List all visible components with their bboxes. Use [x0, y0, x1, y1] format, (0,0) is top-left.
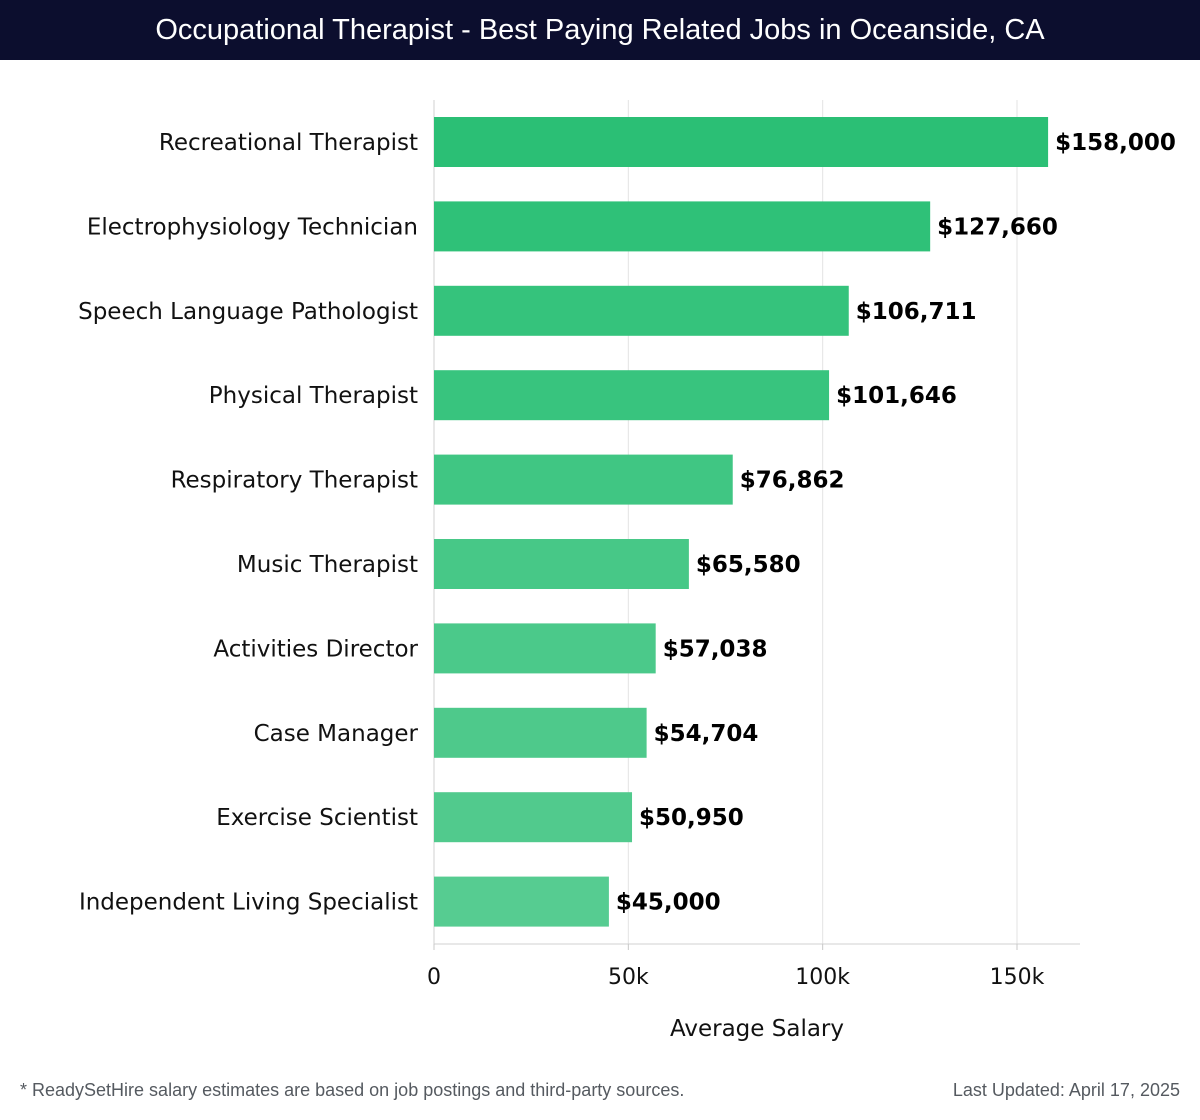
x-tick-label: 50k	[608, 965, 649, 990]
category-label: Music Therapist	[237, 552, 418, 578]
chart-title-bar: Occupational Therapist - Best Paying Rel…	[0, 0, 1200, 60]
value-label: $127,660	[937, 214, 1058, 240]
bar	[434, 454, 733, 505]
value-label: $101,646	[836, 383, 957, 409]
category-label: Speech Language Pathologist	[78, 299, 418, 325]
value-label: $158,000	[1055, 130, 1176, 156]
bar	[434, 623, 656, 674]
x-tick-label: 0	[427, 965, 441, 990]
value-label: $76,862	[740, 468, 845, 494]
category-label: Activities Director	[213, 636, 418, 662]
bar	[434, 285, 849, 336]
last-updated: Last Updated: April 17, 2025	[952, 1080, 1180, 1100]
bar	[434, 707, 647, 758]
bar-chart: 0 50k 100k 150k Average Salary Recreational T…	[78, 100, 1176, 1042]
category-label: Exercise Scientist	[216, 805, 418, 831]
category-label: Independent Living Specialist	[79, 890, 418, 916]
category-label: Electrophysiology Technician	[87, 214, 418, 240]
x-tick-label: 150k	[990, 965, 1045, 990]
category-label: Case Manager	[254, 721, 419, 747]
category-label: Recreational Therapist	[159, 130, 418, 156]
bar	[434, 201, 931, 252]
x-tick-label: 100k	[795, 965, 850, 990]
value-label: $57,038	[663, 636, 768, 662]
value-label: $45,000	[616, 890, 721, 916]
bar	[434, 876, 609, 927]
chart-title: Occupational Therapist - Best Paying Rel…	[155, 13, 1045, 46]
footnote: * ReadySetHire salary estimates are base…	[20, 1080, 685, 1100]
value-label: $65,580	[696, 552, 801, 578]
value-label: $50,950	[639, 805, 744, 831]
bar	[434, 370, 830, 421]
category-label: Respiratory Therapist	[171, 468, 418, 494]
bar	[434, 117, 1049, 167]
value-label: $54,704	[654, 721, 759, 747]
bar	[434, 792, 633, 843]
value-label: $106,711	[856, 299, 977, 325]
category-label: Physical Therapist	[209, 383, 418, 409]
x-axis-label: Average Salary	[670, 1016, 844, 1042]
bar	[434, 539, 689, 589]
